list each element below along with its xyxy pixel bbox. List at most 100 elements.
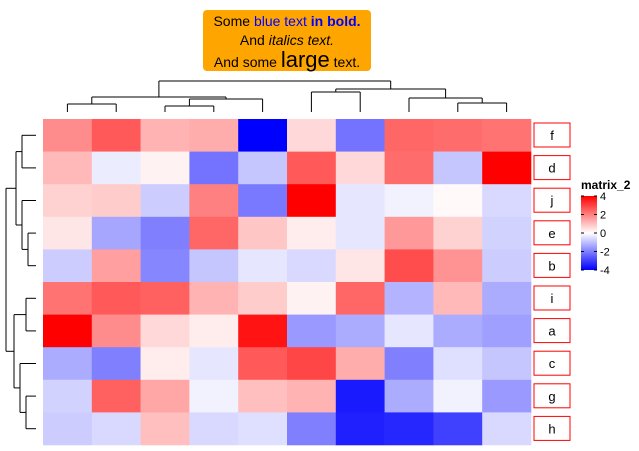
- heatmap-cell: [238, 314, 288, 348]
- heatmap-cell: [189, 379, 239, 413]
- heatmap-cell: [238, 119, 288, 152]
- title-blue-text: blue text: [253, 13, 307, 29]
- heatmap-cell: [140, 314, 190, 348]
- heatmap-cell: [91, 151, 141, 185]
- heatmap-cell: [384, 119, 434, 152]
- heatmap-cell: [91, 249, 141, 283]
- heatmap-cell: [433, 151, 483, 185]
- heatmap-cell: [140, 249, 190, 283]
- heatmap-cell: [482, 282, 532, 315]
- title-line-2: And italics text.: [203, 31, 371, 50]
- heatmap-cell: [482, 379, 532, 413]
- title-italic-text: italics text.: [268, 32, 335, 48]
- heatmap-cell: [140, 282, 190, 315]
- heatmap-cell: [287, 184, 337, 218]
- heatmap-cell: [433, 347, 483, 381]
- legend-tick-label: 0: [600, 228, 606, 240]
- heatmap-cell: [287, 412, 337, 446]
- heatmap-cell: [189, 314, 239, 348]
- heatmap-cell: [433, 119, 483, 152]
- heatmap-cell: [335, 282, 385, 315]
- heatmap-cell: [433, 412, 483, 446]
- column-dendrogram: [66, 80, 508, 112]
- title-text: text.: [329, 54, 361, 70]
- heatmap-cells: [43, 119, 532, 446]
- heatmap-cell: [91, 119, 141, 152]
- heatmap-cell: [384, 347, 434, 381]
- heatmap-cell: [482, 249, 532, 283]
- title-line-3: And some large text.: [203, 47, 371, 72]
- heatmap-cell: [238, 347, 288, 381]
- heatmap-cell: [482, 151, 532, 185]
- heatmap-cell: [335, 314, 385, 348]
- svg-text:j: j: [550, 193, 554, 208]
- legend-ticks: 4 2 0 -2 -4: [581, 191, 610, 277]
- heatmap-cell: [433, 282, 483, 315]
- heatmap-cell: [335, 249, 385, 283]
- heatmap-cell: [43, 216, 93, 250]
- svg-text:d: d: [548, 161, 555, 176]
- heatmap-cell: [433, 249, 483, 283]
- svg-text:h: h: [548, 421, 555, 436]
- row-label: a: [533, 318, 571, 344]
- heatmap-cell: [140, 119, 190, 152]
- heatmap-cell: [189, 119, 239, 152]
- legend-tick-label: -2: [600, 247, 610, 259]
- heatmap-cell: [482, 184, 532, 218]
- heatmap-cell: [335, 379, 385, 413]
- legend-tick-label: 4: [600, 191, 606, 203]
- legend-title: matrix_2: [581, 178, 631, 192]
- chart-title: Some blue text in bold. And italics text…: [203, 10, 371, 71]
- heatmap-cell: [189, 249, 239, 283]
- heatmap-cell: [482, 119, 532, 152]
- heatmap-cell: [91, 282, 141, 315]
- heatmap-cell: [91, 412, 141, 446]
- heatmap-cell: [189, 151, 239, 185]
- title-bold-text: in bold.: [310, 13, 361, 29]
- title-large-text: large: [280, 47, 330, 72]
- heatmap-cell: [482, 314, 532, 348]
- heatmap-cell: [384, 379, 434, 413]
- legend-tick-label: 2: [600, 210, 606, 222]
- heatmap-cell: [238, 412, 288, 446]
- heatmap-cell: [384, 184, 434, 218]
- svg-text:f: f: [550, 128, 554, 143]
- heatmap-cell: [189, 347, 239, 381]
- heatmap-cell: [335, 184, 385, 218]
- heatmap-cell: [43, 184, 93, 218]
- svg-text:b: b: [548, 258, 555, 273]
- row-labels: f d j e b i a c g h: [533, 122, 571, 441]
- heatmap-cell: [43, 314, 93, 348]
- heatmap-cell: [43, 249, 93, 283]
- heatmap-cell: [287, 347, 337, 381]
- heatmap-cell: [335, 216, 385, 250]
- heatmap-cell: [140, 379, 190, 413]
- row-dendrogram: [5, 134, 36, 430]
- row-label: g: [533, 383, 571, 409]
- heatmap-cell: [384, 412, 434, 446]
- heatmap-cell: [482, 347, 532, 381]
- heatmap-cell: [287, 119, 337, 152]
- heatmap-cell: [91, 347, 141, 381]
- svg-text:c: c: [549, 356, 556, 371]
- heatmap-cell: [335, 347, 385, 381]
- svg-text:i: i: [551, 291, 554, 306]
- title-text: Some: [213, 13, 254, 29]
- heatmap-cell: [189, 216, 239, 250]
- heatmap-cell: [43, 282, 93, 315]
- heatmap-cell: [335, 119, 385, 152]
- heatmap-cell: [140, 184, 190, 218]
- heatmap-cell: [140, 216, 190, 250]
- heatmap-cell: [238, 216, 288, 250]
- svg-text:e: e: [548, 226, 555, 241]
- heatmap-cell: [433, 184, 483, 218]
- heatmap-cell: [384, 314, 434, 348]
- heatmap-cell: [287, 151, 337, 185]
- heatmap-cell: [287, 379, 337, 413]
- heatmap-cell: [482, 412, 532, 446]
- heatmap-cell: [482, 216, 532, 250]
- row-label: c: [533, 350, 571, 376]
- heatmap-cell: [433, 379, 483, 413]
- heatmap-cell: [140, 347, 190, 381]
